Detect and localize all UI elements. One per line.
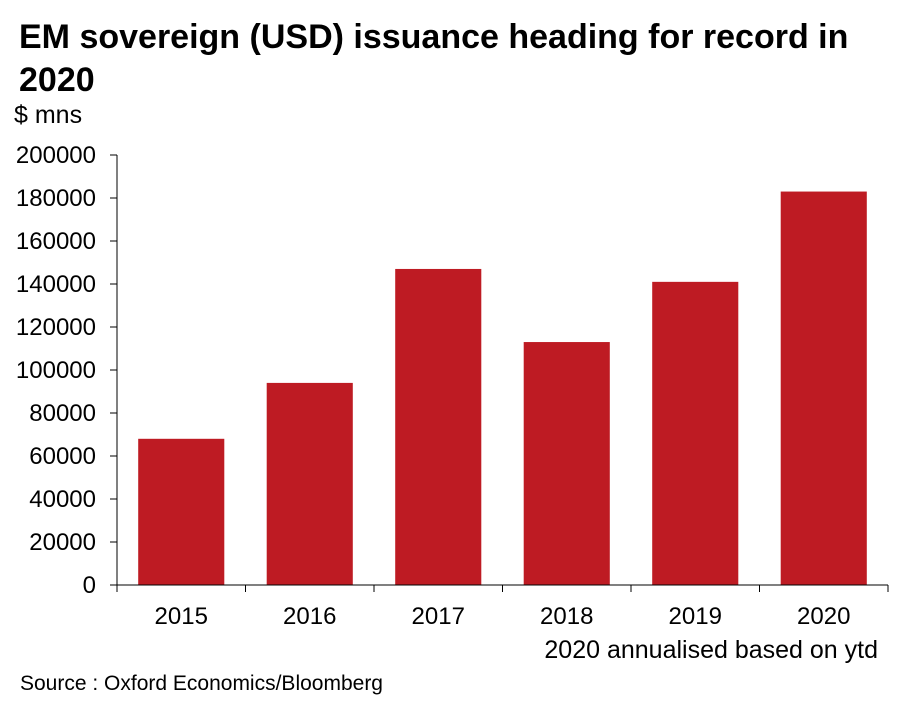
bar-2015 [138, 438, 225, 585]
axes-group [116, 155, 888, 586]
x-ticks-group: 2015 2016 2017 2018 2019 2020 [116, 585, 889, 630]
y-tick-label: 20000 [29, 529, 96, 556]
y-tick-label: 180000 [16, 185, 96, 212]
y-tick-label: 120000 [16, 314, 96, 341]
y-tick-label: 40000 [29, 486, 96, 513]
y-axis-unit-label: $ mns [14, 101, 83, 129]
y-tick-label: 0 [83, 572, 96, 599]
x-tick-label-2015: 2015 [155, 603, 208, 630]
y-tick-label: 60000 [29, 443, 96, 470]
bars-group [138, 191, 867, 586]
y-tick-label: 80000 [29, 400, 96, 427]
y-tick-label: 160000 [16, 228, 96, 255]
bar-2019 [652, 281, 739, 585]
y-tick-label: 100000 [16, 357, 96, 384]
x-tick-label-2018: 2018 [540, 603, 593, 630]
y-ticks-group: 0 20000 40000 60000 80000 100000 120000 140000 1… [16, 142, 117, 599]
y-tick-label: 200000 [16, 142, 96, 169]
bar-2018 [523, 342, 610, 585]
bar-2020 [780, 191, 867, 586]
x-tick-label-2019: 2019 [669, 603, 722, 630]
y-tick-label: 140000 [16, 271, 96, 298]
x-tick-label-2020: 2020 [797, 603, 850, 630]
bar-2017 [395, 268, 482, 585]
x-tick-label-2017: 2017 [412, 603, 465, 630]
source-note: Source : Oxford Economics/Bloomberg [20, 672, 383, 695]
annualised-note: 2020 annualised based on ytd [544, 636, 878, 664]
chart-title: EM sovereign (USD) issuance heading for … [19, 18, 849, 99]
x-tick-label-2016: 2016 [283, 603, 336, 630]
bar-2016 [266, 382, 353, 585]
